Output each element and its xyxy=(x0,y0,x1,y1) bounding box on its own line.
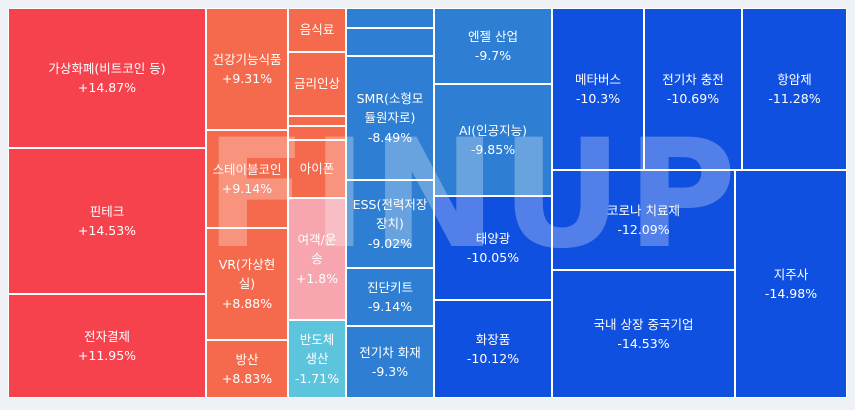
tile-name: 금리인상 xyxy=(293,76,340,92)
tile-e-payment[interactable]: 전자결제 +11.95% xyxy=(8,294,206,398)
tile-unlabeled[interactable] xyxy=(346,28,434,56)
tile-name: SMR(소형모듈원자로) xyxy=(356,90,424,126)
tile-diagnostic-kit[interactable]: 진단키트 -9.14% xyxy=(346,268,434,326)
tile-name: 전기차 화재 xyxy=(359,344,421,360)
tile-change: +9.31% xyxy=(221,71,273,86)
tile-unlabeled[interactable] xyxy=(288,126,346,140)
tile-solar[interactable]: 태양광 -10.05% xyxy=(434,196,552,300)
tile-change: +8.88% xyxy=(221,295,273,311)
tile-name: 방산 xyxy=(235,351,259,367)
tile-ev-fire[interactable]: 전기차 화재 -9.3% xyxy=(346,326,434,398)
tile-change: -12.09% xyxy=(617,222,670,237)
tile-change: -10.12% xyxy=(466,351,520,366)
tile-name: VR(가상현실) xyxy=(218,256,276,292)
tile-change: -9.02% xyxy=(367,235,413,251)
tile-name: ESS(전력저장장치) xyxy=(352,196,428,232)
tile-name: 화장품 xyxy=(475,331,511,347)
tile-name: 국내 상장 중국기업 xyxy=(593,316,694,332)
tile-name: 음식료 xyxy=(299,22,335,38)
tile-ai[interactable]: AI(인공지능) -9.85% xyxy=(434,84,552,196)
tile-china-listed[interactable]: 국내 상장 중국기업 -14.53% xyxy=(552,270,735,398)
tile-change: -10.69% xyxy=(666,91,720,106)
tile-change: -8.49% xyxy=(367,129,413,145)
tile-change: -10.05% xyxy=(466,250,520,265)
tile-name: 스테이블코인 xyxy=(212,161,282,177)
tile-name: 건강기능식품 xyxy=(212,51,282,67)
tile-name: 엔젤 산업 xyxy=(468,28,518,44)
tile-name: 핀테크 xyxy=(89,203,125,219)
tile-name: 여객/운송 xyxy=(297,231,337,267)
tile-stablecoin[interactable]: 스테이블코인 +9.14% xyxy=(206,130,288,228)
tile-change: -14.98% xyxy=(764,286,818,301)
tile-change: +14.53% xyxy=(77,223,137,238)
tile-angel-industry[interactable]: 엔젤 산업 -9.7% xyxy=(434,8,552,84)
tile-ess[interactable]: ESS(전력저장장치) -9.02% xyxy=(346,180,434,268)
tile-change: -9.14% xyxy=(367,299,413,314)
tile-passenger-transport[interactable]: 여객/운송 +1.8% xyxy=(288,198,346,320)
tile-name: 지주사 xyxy=(773,266,809,282)
tile-cosmetics[interactable]: 화장품 -10.12% xyxy=(434,300,552,398)
tile-unlabeled[interactable] xyxy=(346,8,434,28)
tile-name: AI(인공지능) xyxy=(459,122,527,138)
tile-name: 태양광 xyxy=(475,230,511,246)
tile-change: +1.8% xyxy=(295,270,339,286)
tile-name: 가상화폐(비트코인 등) xyxy=(48,60,166,76)
tile-defense[interactable]: 방산 +8.83% xyxy=(206,340,288,398)
tile-metaverse[interactable]: 메타버스 -10.3% xyxy=(552,8,644,170)
tile-change: +8.83% xyxy=(221,371,273,386)
tile-name: 전자결제 xyxy=(83,328,130,344)
tile-vr[interactable]: VR(가상현실) +8.88% xyxy=(206,228,288,340)
tile-name: 코로나 치료제 xyxy=(607,202,680,218)
tile-change: -11.28% xyxy=(768,91,821,106)
tile-name: 메타버스 xyxy=(574,71,621,87)
tile-rate-hike[interactable]: 금리인상 xyxy=(288,52,346,116)
tile-change: -10.3% xyxy=(575,91,621,106)
tile-change: -9.7% xyxy=(474,48,512,63)
tile-fintech[interactable]: 핀테크 +14.53% xyxy=(8,148,206,294)
tile-name: 반도체 생산 xyxy=(299,331,335,367)
tile-holding-company[interactable]: 지주사 -14.98% xyxy=(735,170,847,398)
tile-name: 진단키트 xyxy=(366,279,413,295)
tile-name: 항암제 xyxy=(777,71,812,87)
tile-change: +11.95% xyxy=(77,348,137,363)
tile-food-beverage[interactable]: 음식료 xyxy=(288,8,346,52)
tile-unlabeled[interactable] xyxy=(288,116,346,126)
tile-change: +14.87% xyxy=(77,80,137,95)
tile-covid-treatment[interactable]: 코로나 치료제 -12.09% xyxy=(552,170,735,270)
tile-anticancer[interactable]: 항암제 -11.28% xyxy=(742,8,847,170)
tile-change: -9.3% xyxy=(371,364,409,379)
tile-change: +9.14% xyxy=(221,181,273,196)
tile-change: -14.53% xyxy=(617,336,670,351)
tile-name: 전기차 충전 xyxy=(662,71,724,87)
tile-iphone[interactable]: 아이폰 xyxy=(288,140,346,198)
tile-health-food[interactable]: 건강기능식품 +9.31% xyxy=(206,8,288,130)
tile-change: -1.71% xyxy=(294,370,340,386)
tile-ev-charging[interactable]: 전기차 충전 -10.69% xyxy=(644,8,742,170)
tile-semiconductor[interactable]: 반도체 생산 -1.71% xyxy=(288,320,346,398)
tile-crypto[interactable]: 가상화폐(비트코인 등) +14.87% xyxy=(8,8,206,148)
tile-change: -9.85% xyxy=(470,142,516,157)
tile-name: 아이폰 xyxy=(299,161,335,177)
tile-smr[interactable]: SMR(소형모듈원자로) -8.49% xyxy=(346,56,434,180)
